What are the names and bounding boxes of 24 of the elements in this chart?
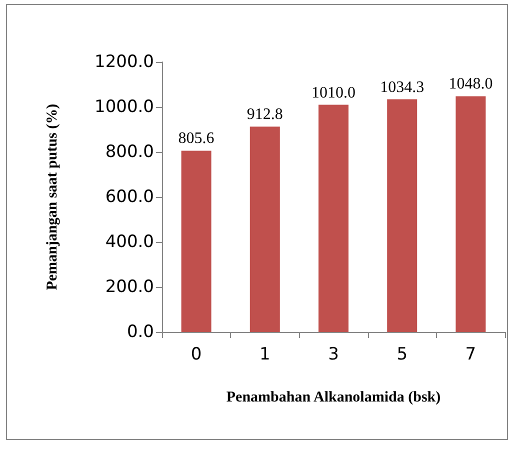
y-tick-label: 0.0	[126, 322, 154, 342]
x-tick-label: 3	[328, 344, 339, 364]
bar	[181, 150, 212, 332]
data-label: 912.8	[246, 106, 283, 124]
bar	[387, 99, 418, 332]
y-tick-label: 1000.0	[94, 97, 154, 117]
y-tick-label: 800.0	[105, 142, 154, 162]
data-label: 1048.0	[448, 76, 493, 93]
bar	[318, 104, 348, 332]
data-label: 1010.0	[312, 84, 356, 102]
y-axis-title: Pemanjangan saat putus (%)	[44, 104, 60, 290]
y-tick-label: 600.0	[105, 187, 154, 207]
y-tick-label: 200.0	[105, 277, 154, 297]
y-tick-label: 1200.0	[94, 52, 154, 72]
data-label: 1034.3	[380, 78, 424, 96]
data-label: 805.6	[178, 130, 214, 148]
x-tick-label: 0	[190, 344, 202, 364]
bar	[456, 96, 486, 332]
y-tick-label: 400.0	[105, 232, 154, 252]
bar	[250, 126, 280, 332]
x-axis-title: Penambahan Alkanolamida (bsk)	[226, 390, 441, 406]
x-tick-label: 7	[465, 344, 476, 364]
x-tick-label: 5	[396, 344, 408, 364]
x-tick-label: 1	[259, 344, 270, 364]
